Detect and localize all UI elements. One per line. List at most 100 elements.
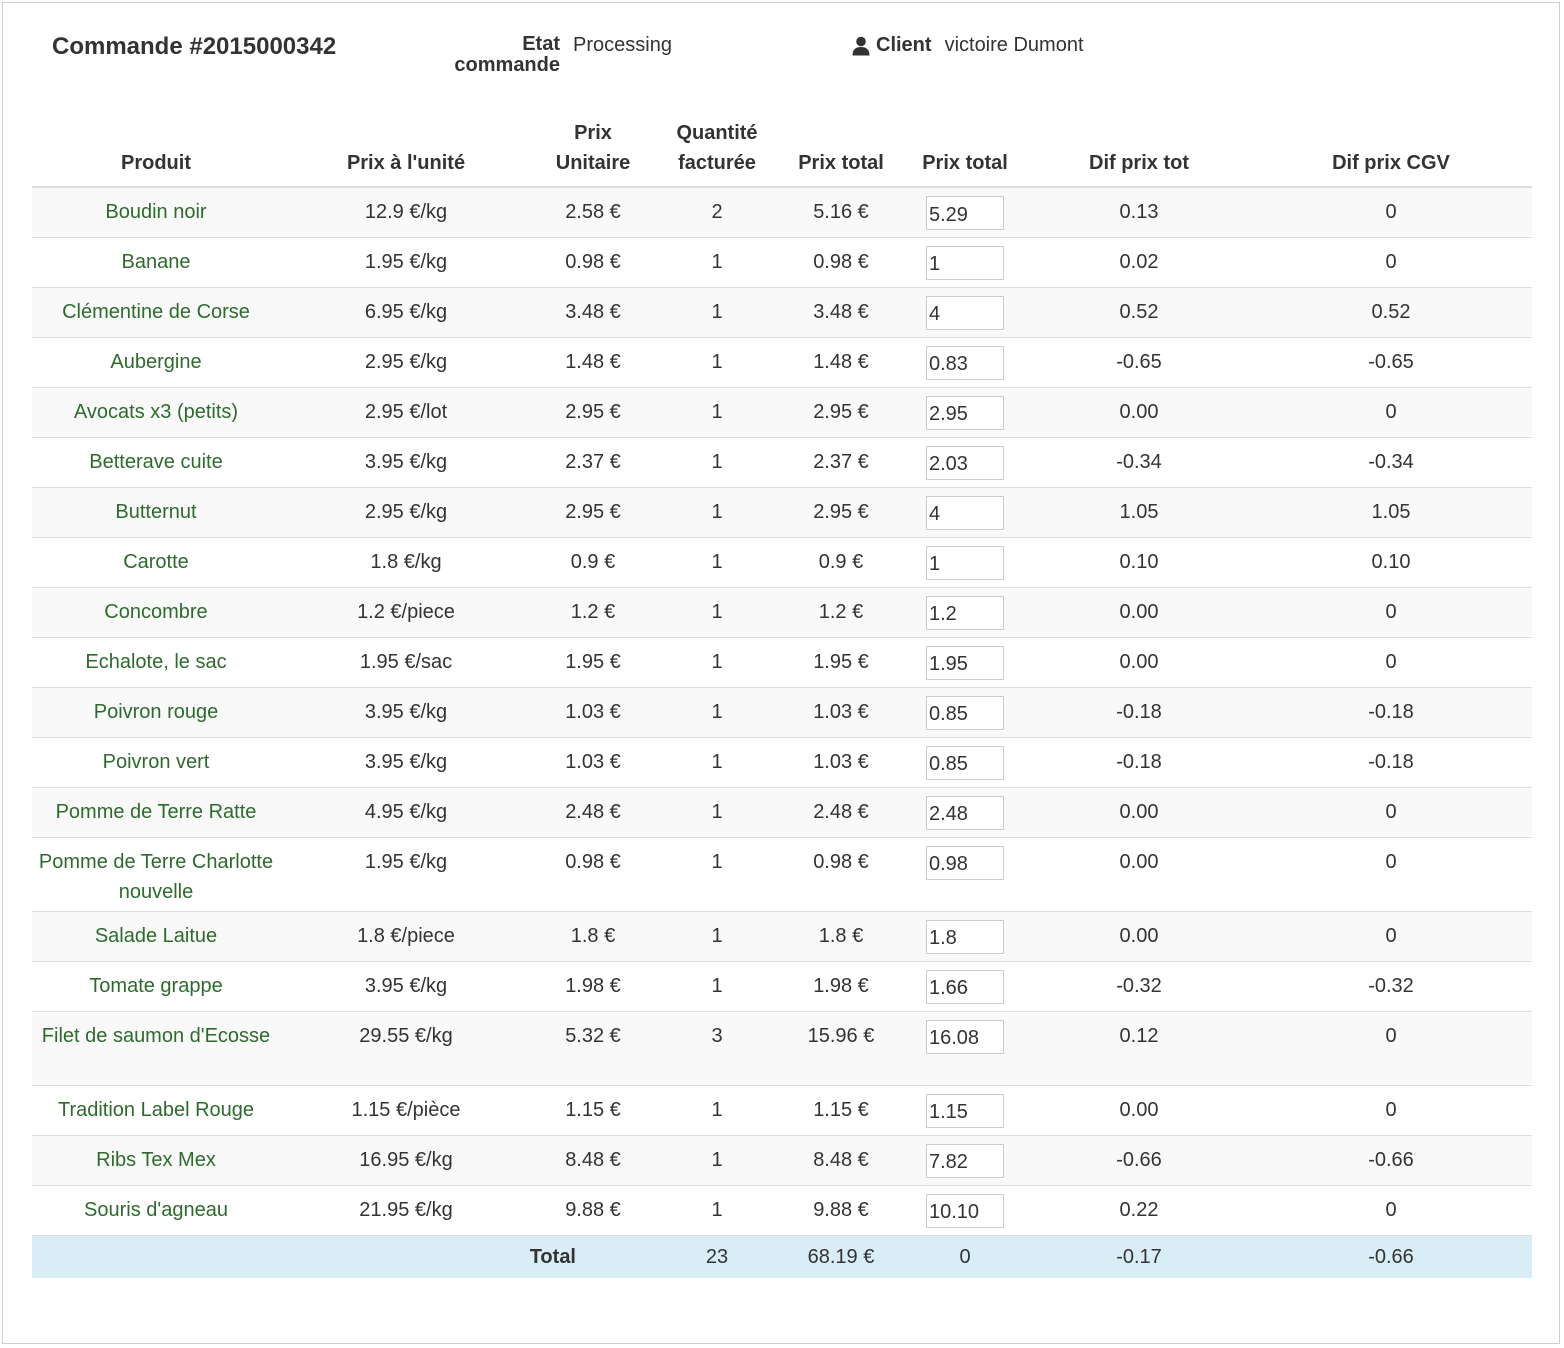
prix-total-input[interactable] [926, 245, 1004, 280]
prix-total-input[interactable] [926, 395, 1004, 430]
prix-unitaire-cell: 5.32 € [532, 1010, 654, 1085]
prix-unite-cell: 1.8 €/kg [280, 536, 532, 587]
prix-unite-cell: 3.95 €/kg [280, 736, 532, 787]
prix-total-input[interactable] [926, 645, 1004, 680]
product-link[interactable]: Betterave cuite [32, 436, 280, 487]
col-header-dif-prix-cgv: Dif prix CGV [1250, 118, 1532, 188]
product-link[interactable]: Aubergine [32, 336, 280, 387]
quantite-cell: 1 [654, 686, 780, 737]
product-link[interactable]: Ribs Tex Mex [32, 1134, 280, 1185]
dif-prix-cgv-cell: 0 [1250, 386, 1532, 437]
prix-unite-cell: 1.95 €/kg [280, 836, 532, 911]
prix-unitaire-cell: 1.95 € [532, 636, 654, 687]
prix-total-input-cell [902, 736, 1028, 787]
prix-total-input[interactable] [926, 345, 1004, 380]
dif-prix-tot-cell: 0.00 [1028, 636, 1250, 687]
dif-prix-tot-cell: 0.00 [1028, 910, 1250, 961]
prix-unitaire-cell: 0.98 € [532, 236, 654, 287]
product-link[interactable]: Salade Laitue [32, 910, 280, 961]
quantite-cell: 1 [654, 836, 780, 911]
prix-total-cell: 0.9 € [780, 536, 902, 587]
prix-unite-cell: 2.95 €/kg [280, 486, 532, 537]
product-link[interactable]: Butternut [32, 486, 280, 537]
prix-total-cell: 0.98 € [780, 836, 902, 911]
dif-prix-tot-cell: 0.00 [1028, 586, 1250, 637]
prix-total-cell: 1.95 € [780, 636, 902, 687]
product-link[interactable]: Pomme de Terre Charlotte nouvelle [32, 836, 280, 911]
prix-total-input[interactable] [926, 969, 1004, 1004]
product-link[interactable]: Banane [32, 236, 280, 287]
prix-total-input-cell [902, 786, 1028, 837]
col-header-prix-unite: Prix à l'unité [280, 118, 532, 188]
dif-prix-cgv-cell: 0 [1250, 1084, 1532, 1135]
quantite-cell: 1 [654, 1134, 780, 1185]
total-prix-total: 68.19 € [780, 1234, 902, 1278]
prix-unite-cell: 3.95 €/kg [280, 436, 532, 487]
product-link[interactable]: Tradition Label Rouge [32, 1084, 280, 1135]
quantite-cell: 1 [654, 286, 780, 337]
prix-total-input[interactable] [926, 845, 1004, 880]
user-icon [852, 36, 870, 56]
product-link[interactable]: Avocats x3 (petits) [32, 386, 280, 437]
prix-total-cell: 1.48 € [780, 336, 902, 387]
quantite-cell: 1 [654, 386, 780, 437]
prix-unitaire-cell: 1.03 € [532, 686, 654, 737]
prix-total-input[interactable] [926, 445, 1004, 480]
product-link[interactable]: Filet de saumon d'Ecosse [32, 1010, 280, 1085]
prix-total-input[interactable] [926, 1193, 1004, 1228]
prix-unitaire-cell: 0.9 € [532, 536, 654, 587]
prix-total-input-cell [902, 286, 1028, 337]
prix-total-input[interactable] [926, 1143, 1004, 1178]
product-link[interactable]: Poivron rouge [32, 686, 280, 737]
prix-total-input[interactable] [926, 295, 1004, 330]
dif-prix-cgv-cell: 0.52 [1250, 286, 1532, 337]
prix-total-input[interactable] [926, 595, 1004, 630]
product-link[interactable]: Boudin noir [32, 186, 280, 237]
prix-total-input[interactable] [926, 196, 1004, 230]
dif-prix-tot-cell: 0.00 [1028, 786, 1250, 837]
client-info: Client victoire Dumont [852, 34, 1084, 57]
product-link[interactable]: Clémentine de Corse [32, 286, 280, 337]
order-header: Commande #2015000342 Etat commande Proce… [0, 0, 1564, 100]
product-link[interactable]: Concombre [32, 586, 280, 637]
dif-prix-tot-cell: 1.05 [1028, 486, 1250, 537]
prix-total-input-cell [902, 386, 1028, 437]
prix-total-cell: 1.15 € [780, 1084, 902, 1135]
dif-prix-cgv-cell: -0.34 [1250, 436, 1532, 487]
product-link[interactable]: Pomme de Terre Ratte [32, 786, 280, 837]
product-link[interactable]: Souris d'agneau [32, 1184, 280, 1235]
product-link[interactable]: Tomate grappe [32, 960, 280, 1011]
prix-unitaire-cell: 0.98 € [532, 836, 654, 911]
product-link[interactable]: Carotte [32, 536, 280, 587]
quantite-cell: 1 [654, 1184, 780, 1235]
prix-total-input-cell [902, 960, 1028, 1011]
prix-unite-cell: 6.95 €/kg [280, 286, 532, 337]
product-link[interactable]: Echalote, le sac [32, 636, 280, 687]
dif-prix-cgv-cell: -0.18 [1250, 736, 1532, 787]
prix-total-input[interactable] [926, 919, 1004, 954]
prix-total-input[interactable] [926, 495, 1004, 530]
dif-prix-tot-cell: 0.00 [1028, 836, 1250, 911]
etat-label-line2: commande [454, 54, 560, 76]
prix-unite-cell: 29.55 €/kg [280, 1010, 532, 1085]
prix-total-input[interactable] [926, 745, 1004, 780]
product-link[interactable]: Poivron vert [32, 736, 280, 787]
prix-total-input[interactable] [926, 545, 1004, 580]
col-header-produit: Produit [32, 118, 280, 188]
prix-total-input[interactable] [926, 695, 1004, 730]
prix-unitaire-cell: 1.98 € [532, 960, 654, 1011]
dif-prix-cgv-cell: 0 [1250, 236, 1532, 287]
prix-total-input[interactable] [926, 1093, 1004, 1128]
table-row: Clémentine de Corse 6.95 €/kg 3.48 €1 3.48 … [32, 286, 1532, 337]
prix-total-input[interactable] [926, 795, 1004, 830]
prix-total-cell: 15.96 € [780, 1010, 902, 1085]
prix-total-cell: 1.2 € [780, 586, 902, 637]
col-header-quantite: Quantité facturée [654, 118, 780, 188]
prix-total-input[interactable] [926, 1019, 1004, 1054]
